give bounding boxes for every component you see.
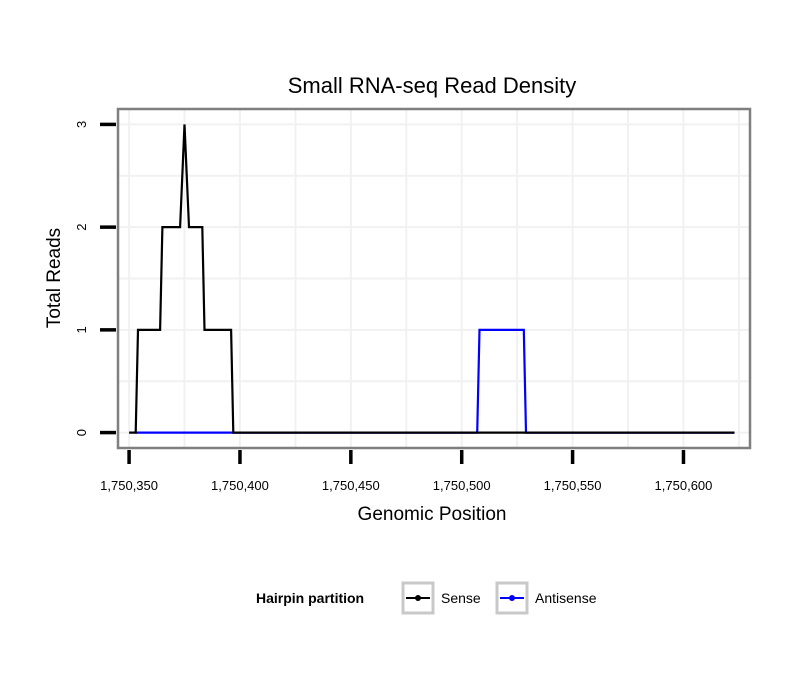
x-tick-label: 1,750,550	[544, 478, 602, 493]
legend-label-antisense: Antisense	[535, 590, 597, 606]
y-tick-label: 1	[74, 326, 89, 333]
series-line-sense	[129, 124, 735, 434]
y-tick-label: 3	[74, 121, 89, 128]
legend-title: Hairpin partition	[256, 590, 364, 606]
x-tick-label: 1,750,350	[100, 478, 158, 493]
x-tick-label: 1,750,600	[655, 478, 713, 493]
y-tick-label: 2	[74, 224, 89, 231]
y-axis: 0 1 2 3	[74, 121, 116, 436]
x-axis-label: Genomic Position	[358, 504, 507, 525]
legend-point-sense	[415, 595, 421, 601]
y-axis-label: Total Reads	[44, 228, 65, 328]
x-tick-label: 1,750,500	[433, 478, 491, 493]
x-tick-label: 1,750,450	[322, 478, 380, 493]
chart-title: Small RNA-seq Read Density	[288, 73, 577, 98]
legend-label-sense: Sense	[441, 590, 481, 606]
y-tick-label: 0	[74, 429, 89, 436]
legend-point-antisense	[509, 595, 515, 601]
legend: Hairpin partition Sense Antisense	[256, 581, 597, 615]
series-layer	[129, 124, 735, 434]
x-tick-label: 1,750,400	[211, 478, 269, 493]
grid	[118, 109, 750, 448]
plot-border	[116, 107, 752, 450]
x-axis: 1,750,350 1,750,400 1,750,450 1,750,500 1,75…	[100, 450, 712, 493]
